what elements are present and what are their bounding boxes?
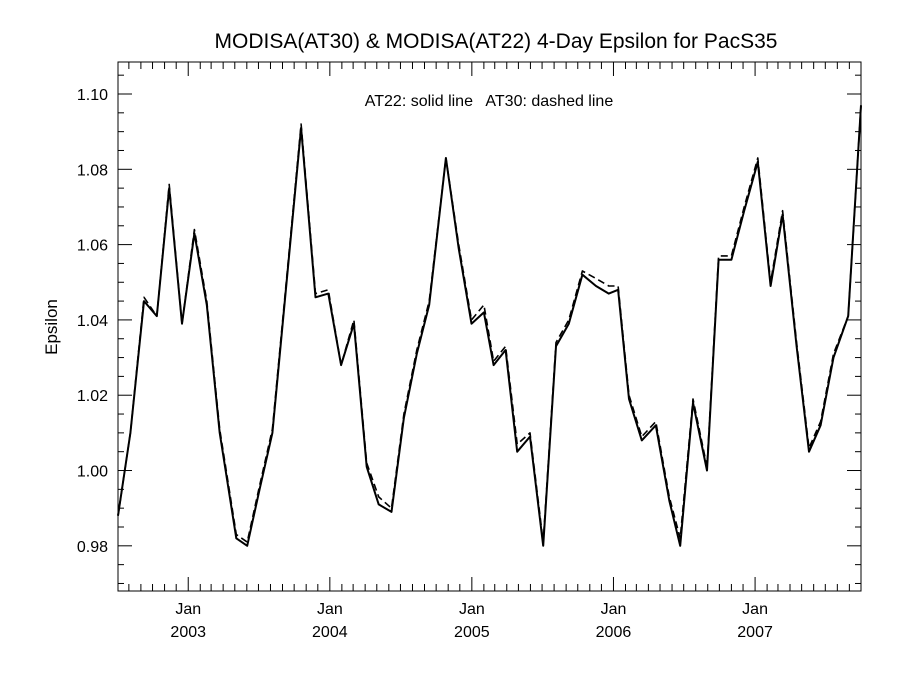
y-tick-label: 1.06 xyxy=(77,238,108,255)
y-tick-label: 1.10 xyxy=(77,87,108,104)
y-tick-label: 1.04 xyxy=(77,313,108,330)
y-tick-label: 1.08 xyxy=(77,162,108,179)
x-tick-month-label: Jan xyxy=(742,601,768,618)
x-tick-year-label: 2007 xyxy=(737,624,773,641)
y-tick-label: 1.00 xyxy=(77,464,108,481)
x-tick-month-label: Jan xyxy=(317,601,343,618)
plot-frame xyxy=(117,61,862,592)
x-tick-year-label: 2006 xyxy=(596,624,632,641)
series-at22-line xyxy=(117,105,862,547)
chart-title: MODISA(AT30) & MODISA(AT22) 4-Day Epsilo… xyxy=(215,30,778,53)
x-tick-month-label: Jan xyxy=(175,601,201,618)
x-tick-month-label: Jan xyxy=(459,601,485,618)
series-lines xyxy=(117,105,862,547)
y-tick-label: 0.98 xyxy=(77,539,108,556)
series-at30-line xyxy=(117,105,862,543)
legend-annotation: AT22: solid line AT30: dashed line xyxy=(365,93,614,110)
x-tick-year-label: 2005 xyxy=(454,624,490,641)
x-tick-month-label: Jan xyxy=(601,601,627,618)
y-axis-label: Epsilon xyxy=(42,299,61,355)
x-tick-year-label: 2004 xyxy=(312,624,348,641)
x-tick-year-label: 2003 xyxy=(170,624,206,641)
axis-ticks: 0.98 1.00 1.02 1.04 1.06 1.08 1.10 Jan 2003 Jan 20… xyxy=(77,62,862,641)
y-tick-label: 1.02 xyxy=(77,388,108,405)
